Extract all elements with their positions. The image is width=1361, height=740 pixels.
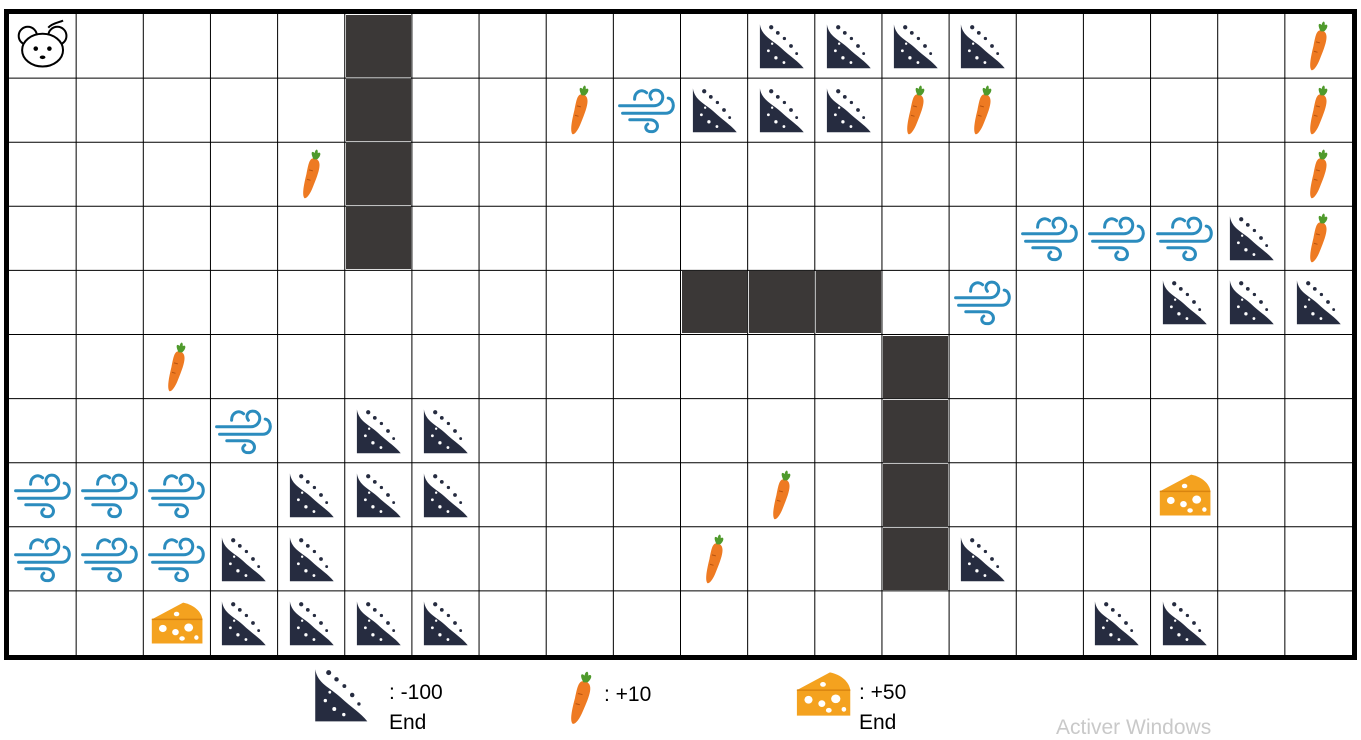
wind-icon — [951, 272, 1014, 332]
carrot-icon — [1288, 81, 1349, 139]
pit-icon — [1222, 274, 1281, 330]
wind-icon — [11, 465, 74, 525]
carrot-icon — [549, 81, 610, 139]
wind-icon — [1153, 208, 1216, 268]
wall-cell — [345, 79, 411, 142]
legend-carrot-icon — [566, 670, 596, 726]
pit-icon — [685, 82, 744, 138]
carrot-icon — [146, 338, 207, 396]
pit-icon — [282, 467, 341, 523]
legend-cheese-icon — [794, 670, 852, 718]
wall-cell — [882, 527, 949, 590]
wall-cell — [345, 143, 411, 206]
activate-windows-watermark: Activer Windows — [1056, 716, 1212, 739]
grid-world-board — [4, 9, 1357, 660]
wind-icon — [1018, 208, 1081, 268]
wind-icon — [145, 529, 208, 589]
pit-icon — [282, 531, 341, 587]
pit-icon — [282, 595, 341, 651]
mouse-icon — [11, 16, 74, 76]
pit-icon — [416, 595, 475, 651]
pit-icon — [1155, 274, 1214, 330]
pit-icon — [752, 18, 811, 74]
cheese-icon — [796, 672, 851, 716]
wall-cell — [882, 335, 949, 398]
pit-icon — [416, 403, 475, 459]
pit-icon — [886, 18, 945, 74]
wind-icon — [78, 529, 141, 589]
wind-icon — [78, 465, 141, 525]
grid-lines — [9, 14, 1352, 655]
wall-cell — [815, 271, 881, 334]
carrot-icon — [571, 671, 592, 724]
pit-icon — [349, 467, 408, 523]
legend-pit-icon — [313, 667, 369, 723]
carrot-icon — [885, 81, 946, 139]
cheese-icon — [1154, 466, 1215, 524]
wind-icon — [145, 465, 208, 525]
carrot-icon — [751, 466, 812, 524]
cheese-icon — [146, 594, 207, 652]
wind-icon — [212, 401, 275, 461]
pit-icon — [819, 82, 878, 138]
pit-icon — [214, 531, 273, 587]
wind-icon — [615, 80, 678, 140]
wind-icon — [1085, 208, 1148, 268]
wall-cell — [345, 207, 411, 270]
pit-icon — [1087, 595, 1146, 651]
wall-cell — [882, 463, 949, 526]
pit-icon — [214, 595, 273, 651]
pit-icon — [819, 18, 878, 74]
legend-pit-value: : -100 — [389, 681, 443, 704]
legend-carrot-value: : +10 — [604, 683, 652, 706]
pit-icon — [1289, 274, 1348, 330]
pit-icon — [416, 467, 475, 523]
pit-icon — [315, 669, 368, 722]
legend-pit-note: End — [389, 711, 427, 734]
carrot-icon — [1288, 145, 1349, 203]
carrot-icon — [1288, 17, 1349, 75]
pit-icon — [1155, 595, 1214, 651]
legend-cheese-value: : +50 — [859, 681, 907, 704]
legend-cheese-note: End — [859, 711, 897, 734]
carrot-icon — [281, 145, 342, 203]
pit-icon — [752, 82, 811, 138]
carrot-icon — [952, 81, 1013, 139]
wall-cell — [345, 15, 411, 78]
pit-icon — [349, 403, 408, 459]
pit-icon — [1222, 210, 1281, 266]
carrot-icon — [1288, 209, 1349, 267]
wind-icon — [11, 529, 74, 589]
carrot-icon — [684, 530, 745, 588]
pit-icon — [953, 531, 1012, 587]
pit-icon — [349, 595, 408, 651]
pit-icon — [953, 18, 1012, 74]
wall-cell — [681, 271, 747, 334]
wall-cell — [748, 271, 814, 334]
wall-cell — [882, 399, 949, 462]
